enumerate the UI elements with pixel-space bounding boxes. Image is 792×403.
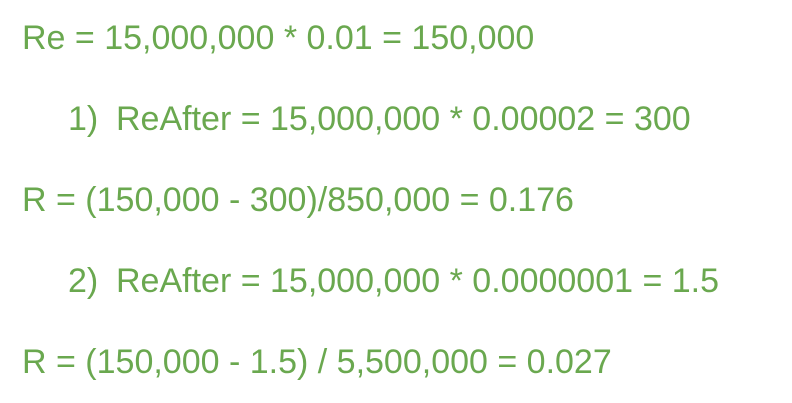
equation-r-2-text: R = (150,000 - 1.5) / 5,500,000 = 0.027 <box>22 343 612 381</box>
list-marker-1: 1) <box>68 100 99 138</box>
list-marker-2: 2) <box>68 262 99 300</box>
equation-r-1: R = (150,000 - 300)/850,000 = 0.176 <box>22 180 574 220</box>
equation-re: Re = 15,000,000 * 0.01 = 150,000 <box>22 18 534 58</box>
equation-re-text: Re = 15,000,000 * 0.01 = 150,000 <box>22 19 535 57</box>
equation-reafter-2-text: ReAfter = 15,000,000 * 0.0000001 = 1.5 <box>116 262 720 300</box>
equation-r-2: R = (150,000 - 1.5) / 5,500,000 = 0.027 <box>22 342 612 382</box>
equation-reafter-1-text: ReAfter = 15,000,000 * 0.00002 = 300 <box>116 100 691 138</box>
equation-r-1-text: R = (150,000 - 300)/850,000 = 0.176 <box>22 181 574 219</box>
list-item-2: 2) ReAfter = 15,000,000 * 0.0000001 = 1.5 <box>68 261 719 301</box>
list-item-1: 1) ReAfter = 15,000,000 * 0.00002 = 300 <box>68 99 691 139</box>
